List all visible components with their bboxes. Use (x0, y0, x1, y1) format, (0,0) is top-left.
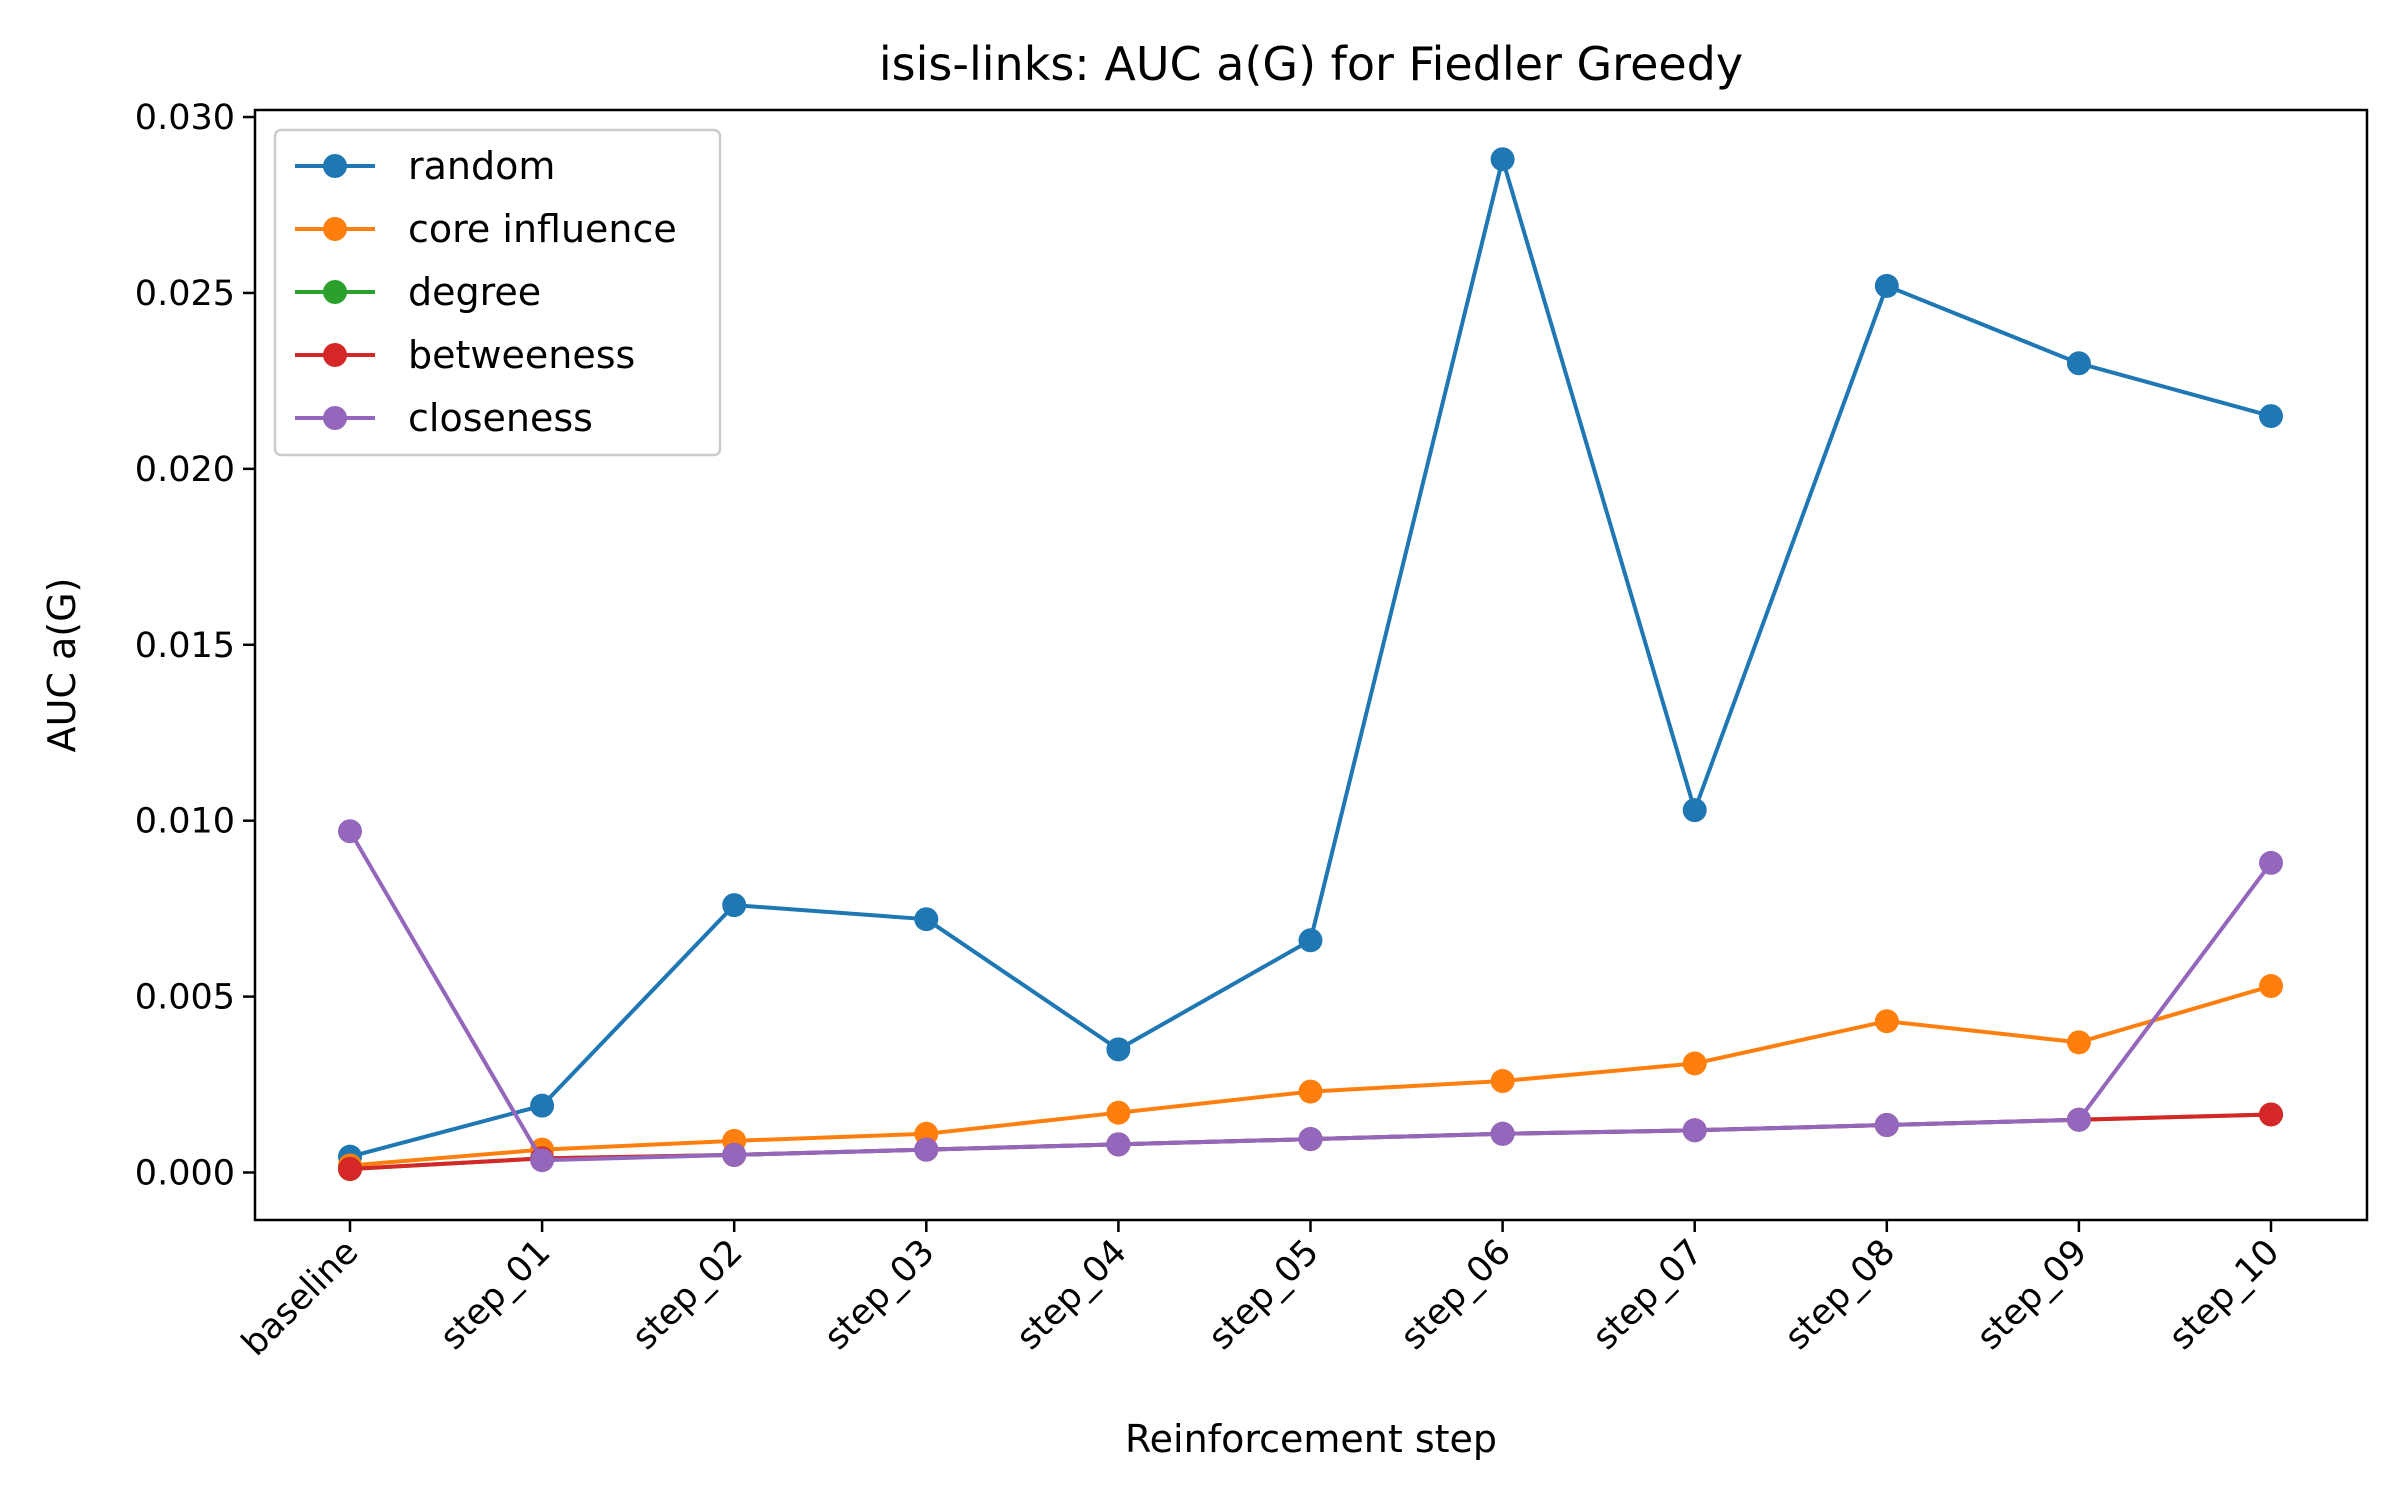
data-point-random (1298, 928, 1323, 953)
data-point-closeness (1298, 1127, 1323, 1152)
data-point-closeness (338, 819, 362, 844)
data-point-closeness (1106, 1132, 1131, 1157)
data-point-core-influence (1874, 1009, 1899, 1034)
data-point-closeness (2066, 1107, 2091, 1132)
data-point-random (1490, 147, 1515, 172)
data-point-random (914, 907, 939, 932)
legend-item-closeness: closeness (295, 396, 593, 440)
y-tick-label: 0.020 (135, 450, 235, 490)
series-random (338, 147, 2283, 1169)
data-point-betweeness (2259, 1102, 2283, 1127)
data-point-core-influence (2259, 974, 2283, 999)
x-axis-label: Reinforcement step (1125, 1417, 1497, 1461)
data-point-closeness (722, 1142, 747, 1167)
data-point-core-influence (1106, 1100, 1131, 1125)
legend-label: closeness (408, 396, 593, 440)
y-axis: 0.000 0.005 0.010 0.015 0.020 0.025 0.030 (135, 98, 255, 1194)
data-point-random (1682, 798, 1707, 823)
legend-swatch-marker (323, 343, 347, 367)
legend-box (273, 128, 722, 457)
data-point-closeness (1682, 1118, 1707, 1143)
data-point-core-influence (1298, 1079, 1323, 1104)
legend-label: degree (408, 270, 541, 314)
y-axis-label: AUC a(G) (40, 578, 84, 753)
legend-item-degree: degree (295, 270, 541, 314)
y-tick-label: 0.010 (135, 802, 235, 842)
series-closeness (338, 819, 2283, 1173)
data-point-random (530, 1093, 555, 1118)
y-tick-label: 0.000 (135, 1154, 235, 1194)
legend-label: core influence (408, 207, 677, 251)
data-point-random (2259, 404, 2283, 429)
data-point-closeness (1874, 1113, 1899, 1138)
y-tick-label: 0.025 (135, 274, 235, 314)
legend-item-random: random (295, 144, 555, 188)
legend-item-betweeness: betweeness (295, 333, 635, 377)
data-point-core-influence (1682, 1051, 1707, 1076)
legend-swatch-marker (323, 154, 347, 178)
series-layer (338, 147, 2283, 1181)
legend-swatch-marker (323, 406, 347, 430)
y-tick-label: 0.005 (135, 978, 235, 1018)
data-point-random (1874, 273, 1899, 298)
data-point-closeness (1490, 1121, 1515, 1146)
y-tick-label: 0.030 (135, 98, 235, 138)
data-point-closeness (914, 1137, 939, 1162)
data-point-random (1106, 1037, 1131, 1062)
data-point-betweeness (338, 1156, 362, 1181)
legend-label: betweeness (408, 333, 635, 377)
data-point-random (722, 893, 747, 918)
legend-item-core-influence: core influence (295, 207, 677, 251)
data-point-random (2066, 351, 2091, 376)
y-tick-label: 0.015 (135, 626, 235, 666)
data-point-core-influence (1490, 1069, 1515, 1094)
data-point-core-influence (2066, 1030, 2091, 1055)
data-point-closeness (530, 1148, 555, 1173)
legend-label: random (408, 144, 555, 188)
data-point-closeness (2259, 850, 2283, 875)
legend: random core influence degree betweeness clos… (273, 128, 722, 457)
plot-frame (253, 108, 2369, 1222)
legend-swatch-marker (323, 280, 347, 304)
legend-swatch-marker (323, 217, 347, 241)
chart-title: isis-links: AUC a(G) for Fiedler Greedy (879, 37, 1743, 91)
